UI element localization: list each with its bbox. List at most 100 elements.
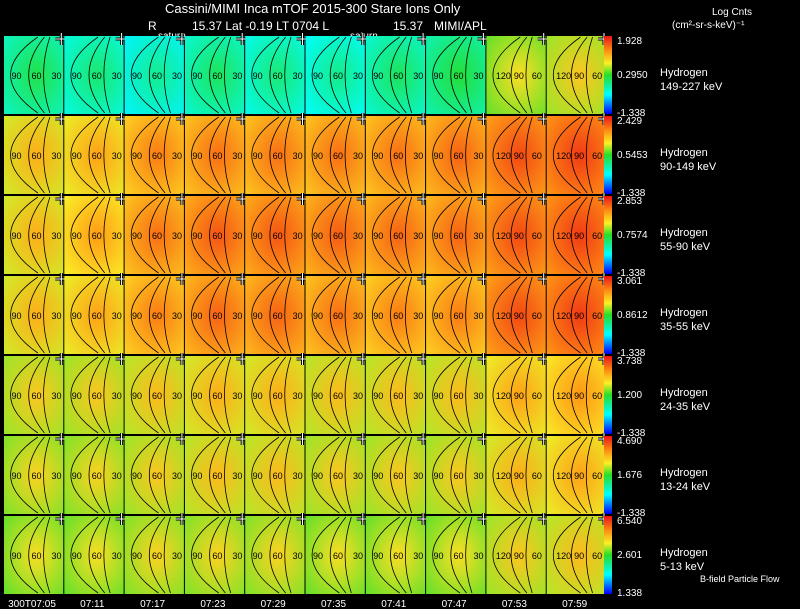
contour-line xyxy=(191,436,219,514)
contour-line xyxy=(311,196,340,274)
contour-label: 90 xyxy=(72,231,82,241)
contour-label: 120 xyxy=(556,71,571,81)
contour-label: 60 xyxy=(454,391,464,401)
contour-label: 30 xyxy=(51,471,61,481)
contour-line xyxy=(28,436,45,514)
contour-label: 90 xyxy=(72,151,82,161)
colorbar-mid: 0.2950 xyxy=(617,70,648,81)
contour-line xyxy=(372,436,400,514)
contour-line xyxy=(492,36,521,114)
contour-label: 30 xyxy=(112,551,122,561)
heatmap-cell xyxy=(486,356,546,434)
energy-label: 5-13 keV xyxy=(660,561,705,573)
heatmap-cell xyxy=(64,36,124,114)
species-label: Hydrogen xyxy=(660,467,708,479)
contour-label: 60 xyxy=(532,151,542,161)
contour-line xyxy=(269,116,286,194)
contour-line xyxy=(450,196,467,274)
contour-label: 90 xyxy=(253,391,263,401)
contour-line xyxy=(10,196,39,274)
contour-label: 60 xyxy=(273,391,283,401)
contour-label: 90 xyxy=(373,151,383,161)
contour-line xyxy=(390,276,407,354)
contour-line xyxy=(585,436,593,514)
contour-label: 90 xyxy=(514,231,524,241)
contour-line xyxy=(405,436,413,514)
contour-line xyxy=(284,516,292,594)
contour-label: 30 xyxy=(293,471,303,481)
contour-label: 60 xyxy=(393,551,403,561)
contour-label: 90 xyxy=(192,391,202,401)
species-label: Hydrogen xyxy=(660,67,708,79)
contour-label: 90 xyxy=(132,151,142,161)
contour-label: 90 xyxy=(574,231,584,241)
heatmap-cell xyxy=(124,356,184,434)
colorbar xyxy=(604,196,612,274)
contour-line xyxy=(10,116,39,194)
contour-label: 60 xyxy=(31,311,41,321)
heatmap-cell xyxy=(4,276,64,354)
contour-label: 90 xyxy=(574,71,584,81)
contour-line xyxy=(405,356,413,434)
contour-label: 30 xyxy=(474,71,484,81)
heatmap-cell xyxy=(546,36,606,114)
r-label: R xyxy=(148,19,157,33)
contour-line xyxy=(43,196,51,274)
time-tick-label: 07:53 xyxy=(502,599,527,609)
contour-label: 90 xyxy=(434,471,444,481)
contour-line xyxy=(553,356,581,434)
contour-line xyxy=(224,36,232,114)
contour-label: 60 xyxy=(92,551,102,561)
contour-line xyxy=(251,356,280,434)
contour-line xyxy=(329,196,347,274)
contour-label: 90 xyxy=(253,151,263,161)
contour-line xyxy=(525,436,533,514)
contour-line xyxy=(450,356,467,434)
contour-label: 90 xyxy=(253,231,263,241)
time-tick-label: 07:29 xyxy=(261,599,286,609)
colorbar-mid: 2.601 xyxy=(617,550,642,561)
contour-line xyxy=(311,116,340,194)
contour-line xyxy=(103,436,111,514)
contour-label: 60 xyxy=(592,71,602,81)
contour-line xyxy=(103,356,111,434)
heatmap-cell xyxy=(4,196,64,274)
contour-line xyxy=(585,36,593,114)
contour-line xyxy=(251,36,280,114)
contour-line xyxy=(553,516,581,594)
contour-line xyxy=(130,516,159,594)
contour-line xyxy=(251,116,280,194)
contour-label: 30 xyxy=(51,71,61,81)
contour-line xyxy=(269,276,286,354)
contour-label: 90 xyxy=(11,471,21,481)
contour-line xyxy=(148,36,166,114)
contour-line xyxy=(284,276,292,354)
contour-label: 60 xyxy=(152,551,162,561)
contour-line xyxy=(88,196,106,274)
heatmap-cell xyxy=(426,436,486,514)
contour-line xyxy=(251,196,280,274)
contour-line xyxy=(450,516,467,594)
contour-label: 60 xyxy=(212,391,222,401)
contour-line xyxy=(510,196,528,274)
colorbar-max: 1.928 xyxy=(617,36,642,47)
heatmap-cell xyxy=(64,276,124,354)
colorbar xyxy=(604,516,612,594)
heatmap-cell xyxy=(305,516,365,594)
heatmap-cell xyxy=(426,356,486,434)
contour-line xyxy=(405,196,413,274)
contour-label: 30 xyxy=(353,391,363,401)
contour-line xyxy=(344,116,352,194)
contour-line xyxy=(209,516,226,594)
contour-line xyxy=(311,356,340,434)
heatmap-cell xyxy=(184,116,245,194)
contour-line xyxy=(88,116,106,194)
heatmap-cell xyxy=(4,356,64,434)
contour-line xyxy=(570,196,588,274)
heatmap-cell xyxy=(245,516,305,594)
heatmap-cell xyxy=(124,36,184,114)
colorbar-min: -1.338 xyxy=(617,428,646,439)
contour-label: 60 xyxy=(92,311,102,321)
contour-line xyxy=(88,356,106,434)
energy-label: 90-149 keV xyxy=(660,161,717,173)
